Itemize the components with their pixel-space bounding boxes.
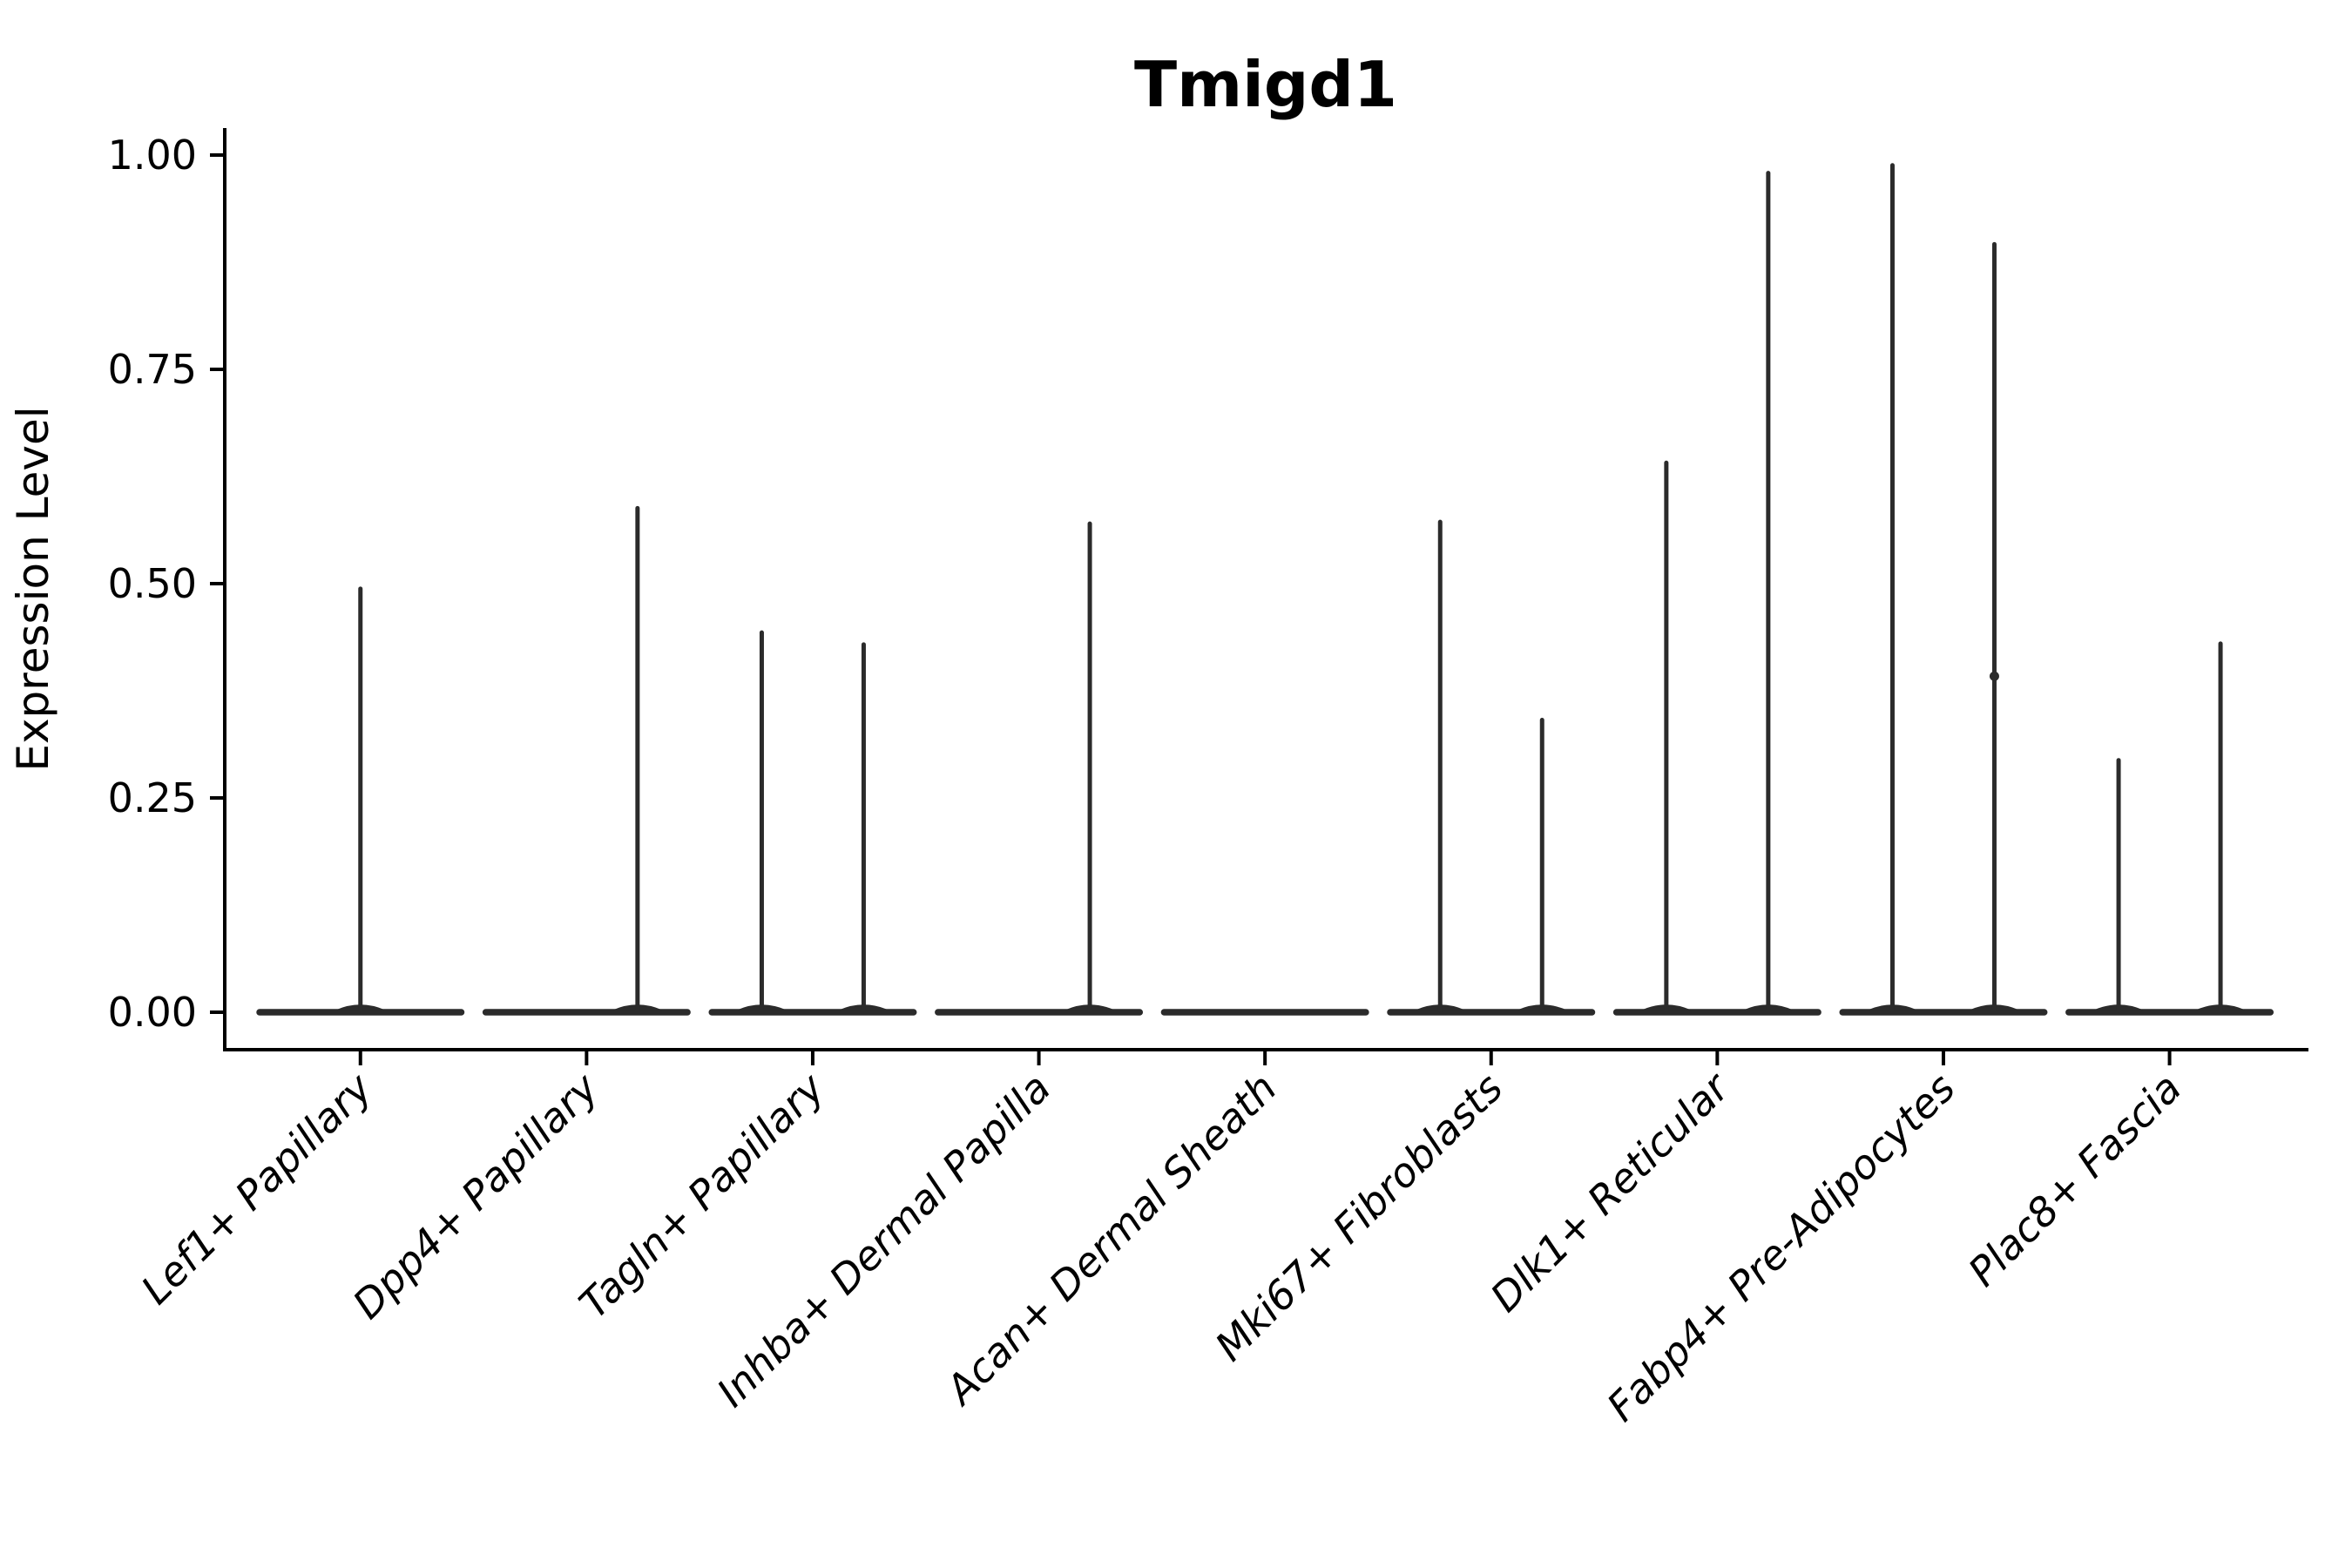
- x-tick-label: Tagln+ Papillary: [570, 1064, 834, 1328]
- x-tick-label: Dpp4+ Papillary: [343, 1064, 607, 1328]
- y-axis-label: Expression Level: [8, 406, 58, 771]
- jitter-point: [1989, 671, 1999, 681]
- y-tick-label: 0.25: [108, 774, 197, 821]
- violin-body: [1612, 1009, 1821, 1016]
- violin-body: [2065, 1009, 2274, 1016]
- violin-body: [1839, 1009, 2048, 1016]
- violin-body: [708, 1009, 917, 1016]
- axes: [210, 128, 2308, 1065]
- violin-body: [1387, 1009, 1596, 1016]
- violins: [256, 163, 2274, 1016]
- violin-body: [482, 1009, 691, 1016]
- y-tick-labels: 0.00 0.25 0.50 0.75 1.00: [108, 132, 197, 1036]
- violin-body: [935, 1009, 1144, 1016]
- x-tick-label: Dlk1+ Reticular: [1481, 1062, 1740, 1321]
- x-tick-label: Lef1+ Papillary: [132, 1064, 382, 1313]
- y-tick-label: 0.75: [108, 346, 197, 393]
- x-tick-label: Plac8+ Fascia: [1959, 1064, 2190, 1295]
- violin-body: [1160, 1009, 1369, 1016]
- y-tick-label: 0.00: [108, 989, 197, 1036]
- chart-title: Tmigd1: [1134, 48, 1397, 121]
- y-tick-label: 1.00: [108, 132, 197, 179]
- y-tick-label: 0.50: [108, 560, 197, 607]
